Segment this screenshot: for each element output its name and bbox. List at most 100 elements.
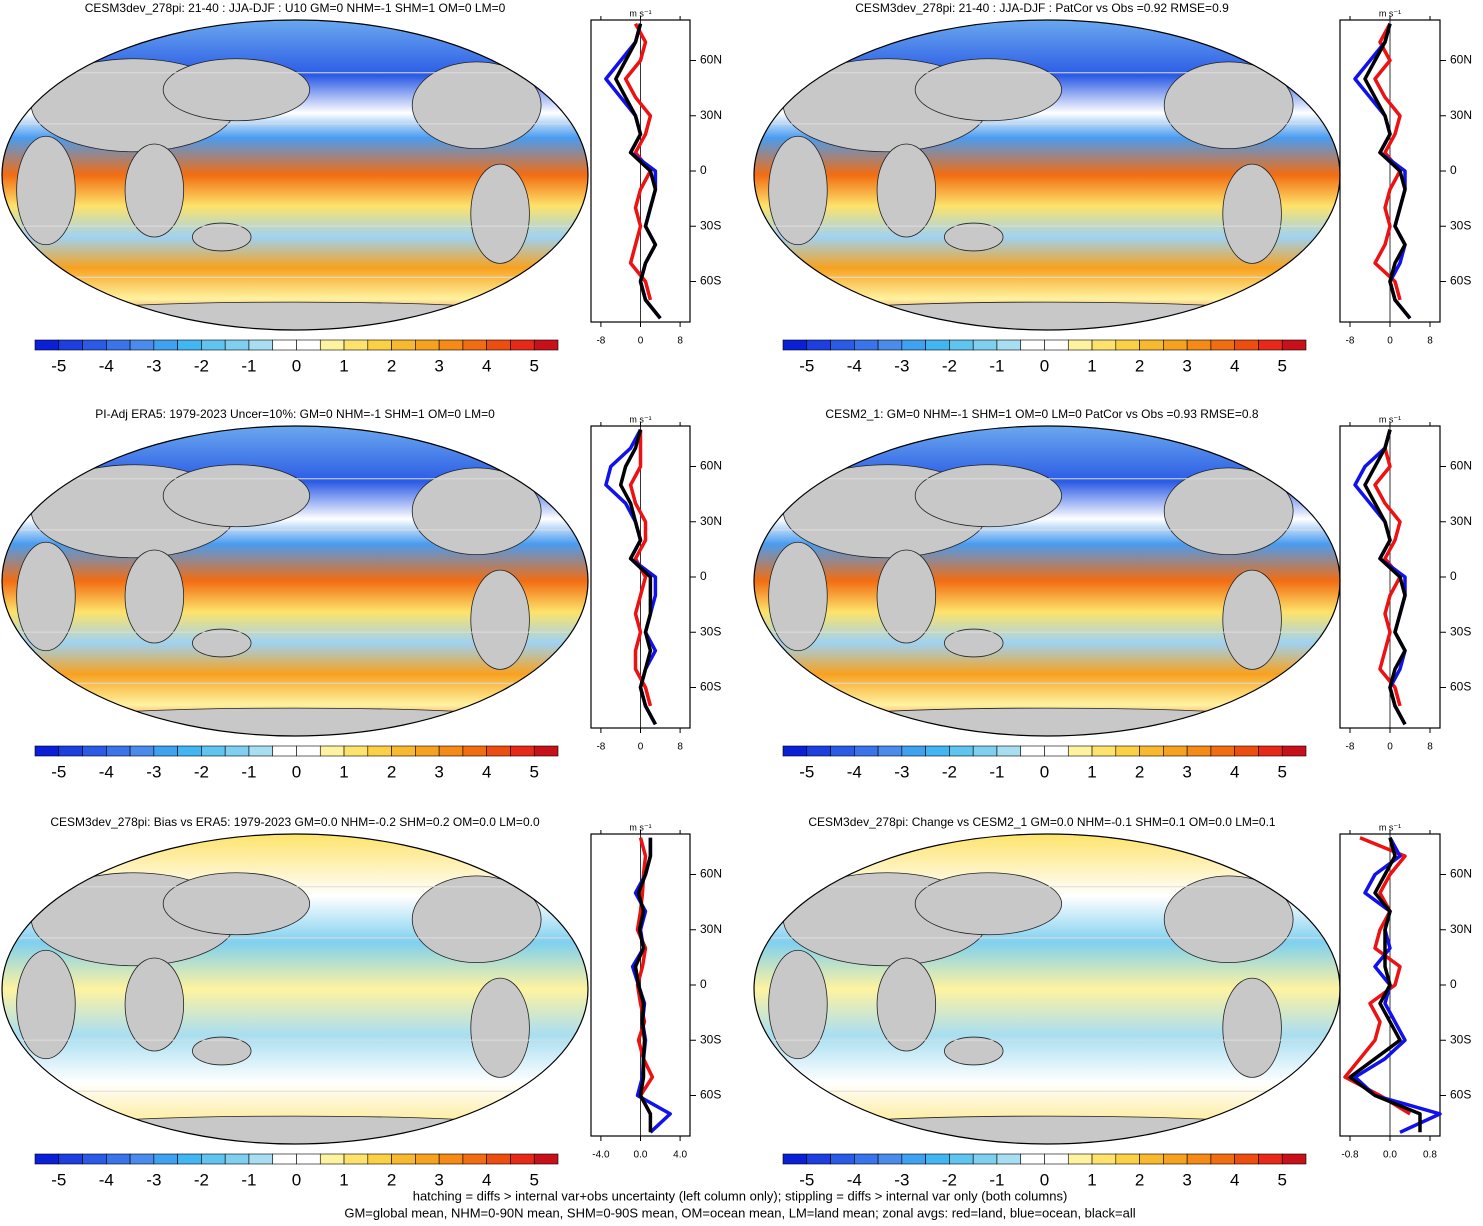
colorbar-box — [129, 745, 155, 757]
x-tick-label: 8 — [1427, 742, 1433, 753]
x-tick-label: 0 — [1387, 742, 1393, 753]
land — [914, 58, 1063, 122]
colorbar-box — [510, 339, 535, 351]
land — [1222, 163, 1282, 264]
y-tick-label: 30S — [1450, 1032, 1471, 1046]
colorbar-label: -5 — [799, 356, 814, 375]
colorbar-box — [486, 1153, 511, 1165]
x-tick-label: 4.0 — [673, 1150, 687, 1161]
map — [2, 834, 588, 1144]
land — [914, 872, 1063, 936]
colorbar-box — [319, 1153, 345, 1165]
colorbar-box — [1163, 745, 1188, 757]
colorbar-label: -3 — [894, 356, 909, 375]
colorbar-box — [854, 745, 879, 757]
colorbar-box — [510, 1153, 535, 1165]
land — [782, 301, 1312, 330]
y-tick-label: 0 — [1450, 163, 1457, 177]
colorbar-box — [854, 1153, 879, 1165]
y-tick-label: 60S — [700, 1088, 721, 1102]
colorbar-box — [319, 745, 345, 757]
colorbar-label: -1 — [989, 1170, 1004, 1189]
colorbar-label: -1 — [241, 762, 256, 781]
land — [162, 872, 311, 936]
footer-line: hatching = diffs > internal var+obs unce… — [413, 1188, 1068, 1203]
land — [162, 464, 311, 528]
colorbar-label: -4 — [99, 356, 114, 375]
x-tick-label: 8 — [677, 742, 683, 753]
colorbar-box — [1115, 339, 1140, 351]
panel-title: CESM3dev_278pi: 21-40 : JJA-DJF : U10 GM… — [85, 1, 506, 15]
colorbar-box — [296, 745, 321, 757]
colorbar-box — [391, 339, 416, 351]
colorbar-label: -2 — [942, 1170, 957, 1189]
colorbar-label: -4 — [99, 762, 114, 781]
x-tick-label: 0.8 — [1423, 1150, 1437, 1161]
land — [944, 628, 1004, 658]
land — [470, 163, 530, 264]
unit-label: m s⁻¹ — [1379, 414, 1401, 424]
colorbar-label: 0 — [1040, 356, 1049, 375]
colorbar-box — [782, 339, 808, 351]
colorbar-box — [782, 1153, 808, 1165]
land — [470, 569, 530, 670]
colorbar-label: 2 — [387, 1170, 396, 1189]
y-tick-label: 30S — [1450, 218, 1471, 232]
colorbar-box — [34, 339, 60, 351]
y-tick-label: 0 — [1450, 977, 1457, 991]
colorbar-label: -1 — [989, 762, 1004, 781]
colorbar-box — [1234, 745, 1259, 757]
colorbar-box — [1258, 1153, 1283, 1165]
colorbar-label: 1 — [339, 356, 348, 375]
land — [1222, 977, 1282, 1078]
unit-label: m s⁻¹ — [629, 8, 651, 18]
colorbar-label: -5 — [799, 1170, 814, 1189]
colorbar-box — [996, 1153, 1022, 1165]
land — [162, 58, 311, 122]
colorbar-box — [877, 339, 903, 351]
colorbar-box — [1186, 339, 1212, 351]
colorbar-label: -5 — [51, 356, 66, 375]
colorbar-box — [438, 339, 464, 351]
colorbar-box — [533, 745, 559, 757]
colorbar-label: -4 — [99, 1170, 114, 1189]
colorbar-label: 4 — [482, 1170, 491, 1189]
land — [411, 467, 542, 556]
x-tick-label: 0 — [638, 742, 644, 753]
colorbar-box — [177, 339, 202, 351]
land — [1163, 61, 1294, 150]
land — [944, 222, 1004, 252]
x-tick-label: 0 — [1387, 336, 1393, 347]
colorbar-label: 1 — [1087, 1170, 1096, 1189]
land — [30, 707, 560, 736]
map-border — [1, 425, 589, 737]
colorbar-label: -2 — [194, 762, 209, 781]
land — [1222, 569, 1282, 670]
colorbar-label: -4 — [847, 762, 862, 781]
colorbar-box — [1186, 745, 1212, 757]
y-tick-label: 30S — [700, 1032, 721, 1046]
colorbar-box — [1139, 1153, 1164, 1165]
panel-title: CESM3dev_278pi: Bias vs ERA5: 1979-2023 … — [50, 815, 540, 829]
land — [768, 949, 828, 1060]
y-tick-label: 30N — [700, 108, 722, 122]
y-tick-label: 60N — [700, 459, 722, 473]
colorbar-box — [224, 339, 250, 351]
land — [124, 549, 185, 644]
colorbar-box — [224, 745, 250, 757]
colorbar-box — [533, 1153, 559, 1165]
colorbar-box — [1139, 339, 1164, 351]
colorbar-box — [1091, 339, 1117, 351]
colorbar-box — [1115, 745, 1140, 757]
colorbar-label: 2 — [387, 762, 396, 781]
y-tick-label: 30N — [700, 922, 722, 936]
colorbar-box — [367, 745, 392, 757]
colorbar-box — [58, 339, 83, 351]
colorbar-box — [1163, 1153, 1188, 1165]
colorbar-box — [1020, 339, 1045, 351]
zonal-line — [618, 429, 657, 726]
colorbar-box — [901, 339, 926, 351]
x-tick-label: 0.0 — [634, 1150, 648, 1161]
y-tick-label: 0 — [700, 977, 707, 991]
zonal-line — [1363, 23, 1412, 320]
